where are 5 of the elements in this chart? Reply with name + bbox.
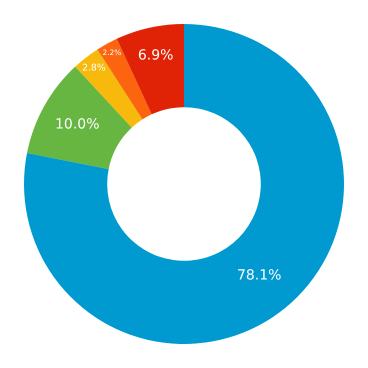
data-label: 10.0% bbox=[55, 116, 100, 132]
data-label: 2.8% bbox=[82, 62, 106, 74]
donut-slice bbox=[24, 24, 344, 344]
data-label: 78.1% bbox=[236, 267, 282, 284]
data-label: 6.9% bbox=[138, 47, 174, 64]
